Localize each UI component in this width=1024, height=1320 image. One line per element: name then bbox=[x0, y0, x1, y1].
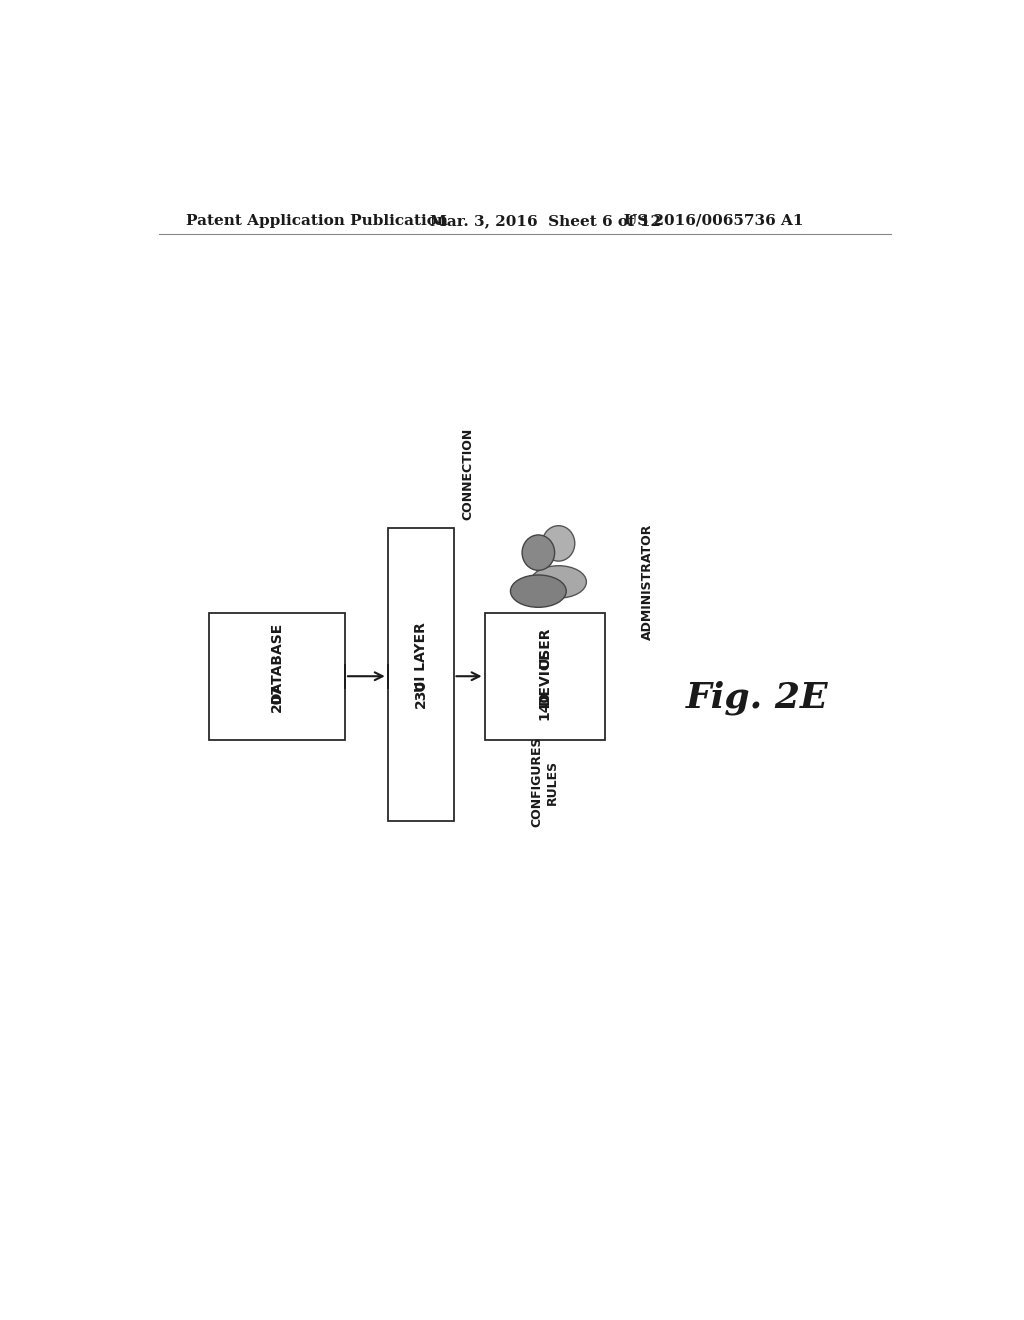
Text: CONNECTION: CONNECTION bbox=[461, 428, 474, 520]
Ellipse shape bbox=[530, 566, 587, 598]
Text: ADMINISTRATOR: ADMINISTRATOR bbox=[641, 524, 653, 640]
Text: Mar. 3, 2016  Sheet 6 of 12: Mar. 3, 2016 Sheet 6 of 12 bbox=[430, 214, 662, 228]
Bar bbox=[388, 528, 454, 821]
Text: Patent Application Publication: Patent Application Publication bbox=[186, 214, 449, 228]
Text: Fig. 2E: Fig. 2E bbox=[686, 680, 828, 714]
Text: DATABASE: DATABASE bbox=[270, 622, 285, 704]
Text: US 2016/0065736 A1: US 2016/0065736 A1 bbox=[624, 214, 804, 228]
Ellipse shape bbox=[522, 535, 555, 570]
Text: USER: USER bbox=[538, 626, 552, 668]
Text: 140: 140 bbox=[538, 690, 552, 719]
Bar bbox=[209, 612, 345, 739]
Ellipse shape bbox=[510, 576, 566, 607]
Text: UI LAYER: UI LAYER bbox=[414, 623, 428, 692]
Text: 230: 230 bbox=[414, 678, 428, 708]
Text: DEVICE: DEVICE bbox=[538, 648, 552, 705]
Ellipse shape bbox=[543, 525, 574, 561]
Bar bbox=[484, 612, 604, 739]
Text: CONFIGURES
RULES: CONFIGURES RULES bbox=[530, 737, 558, 828]
Text: 207: 207 bbox=[270, 684, 285, 713]
